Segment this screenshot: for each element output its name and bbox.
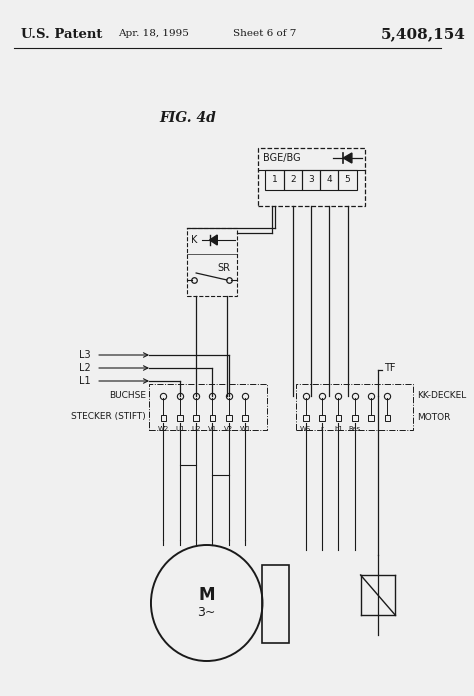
Text: b1: b1 <box>334 426 343 432</box>
Bar <box>210 415 215 421</box>
Text: V2: V2 <box>224 426 233 432</box>
Text: Apr. 18, 1995: Apr. 18, 1995 <box>118 29 189 38</box>
Text: L3: L3 <box>79 350 91 360</box>
Text: STECKER (STIFT): STECKER (STIFT) <box>72 413 146 422</box>
Text: BUCHSE: BUCHSE <box>109 391 146 400</box>
Text: MOTOR: MOTOR <box>417 413 451 422</box>
Text: Res: Res <box>349 426 361 432</box>
Text: BGE/BG: BGE/BG <box>264 153 301 163</box>
Text: 1: 1 <box>272 175 277 184</box>
Bar <box>193 415 199 421</box>
Polygon shape <box>210 235 217 245</box>
Bar <box>302 170 320 190</box>
Bar <box>258 148 365 206</box>
Text: V1: V1 <box>208 426 217 432</box>
Text: W1: W1 <box>239 426 251 432</box>
Bar <box>368 415 374 421</box>
Bar <box>149 384 267 430</box>
Text: KK-DECKEL: KK-DECKEL <box>417 391 466 400</box>
Bar <box>296 384 413 430</box>
Text: 4: 4 <box>327 175 332 184</box>
Text: 2: 2 <box>290 175 296 184</box>
Text: L2: L2 <box>79 363 91 373</box>
Text: 3~: 3~ <box>198 606 216 619</box>
Text: W2: W2 <box>158 426 169 432</box>
Bar <box>319 415 325 421</box>
Text: FIG. 4d: FIG. 4d <box>159 111 216 125</box>
Bar <box>187 228 237 296</box>
Bar <box>265 170 283 190</box>
Text: 5,408,154: 5,408,154 <box>381 27 465 41</box>
Bar <box>177 415 182 421</box>
Text: L1: L1 <box>79 376 91 386</box>
Bar <box>263 565 290 643</box>
Text: r: r <box>321 426 324 432</box>
Text: TF: TF <box>383 363 395 373</box>
Text: K: K <box>191 235 198 245</box>
Bar <box>242 415 248 421</box>
Text: SR: SR <box>218 263 231 273</box>
Text: M: M <box>199 586 215 604</box>
Text: U.S. Patent: U.S. Patent <box>21 28 102 40</box>
Bar <box>384 415 391 421</box>
Text: Sheet 6 of 7: Sheet 6 of 7 <box>233 29 296 38</box>
Text: 3: 3 <box>308 175 314 184</box>
Bar <box>303 415 309 421</box>
Bar <box>283 170 302 190</box>
Text: U1: U1 <box>175 426 184 432</box>
Bar <box>338 170 357 190</box>
Polygon shape <box>343 153 352 163</box>
Bar <box>352 415 358 421</box>
Bar <box>320 170 338 190</box>
Text: U2: U2 <box>191 426 201 432</box>
Bar <box>161 415 166 421</box>
Bar <box>226 415 232 421</box>
Bar <box>336 415 341 421</box>
Text: 5: 5 <box>345 175 350 184</box>
Text: WS: WS <box>300 426 311 432</box>
